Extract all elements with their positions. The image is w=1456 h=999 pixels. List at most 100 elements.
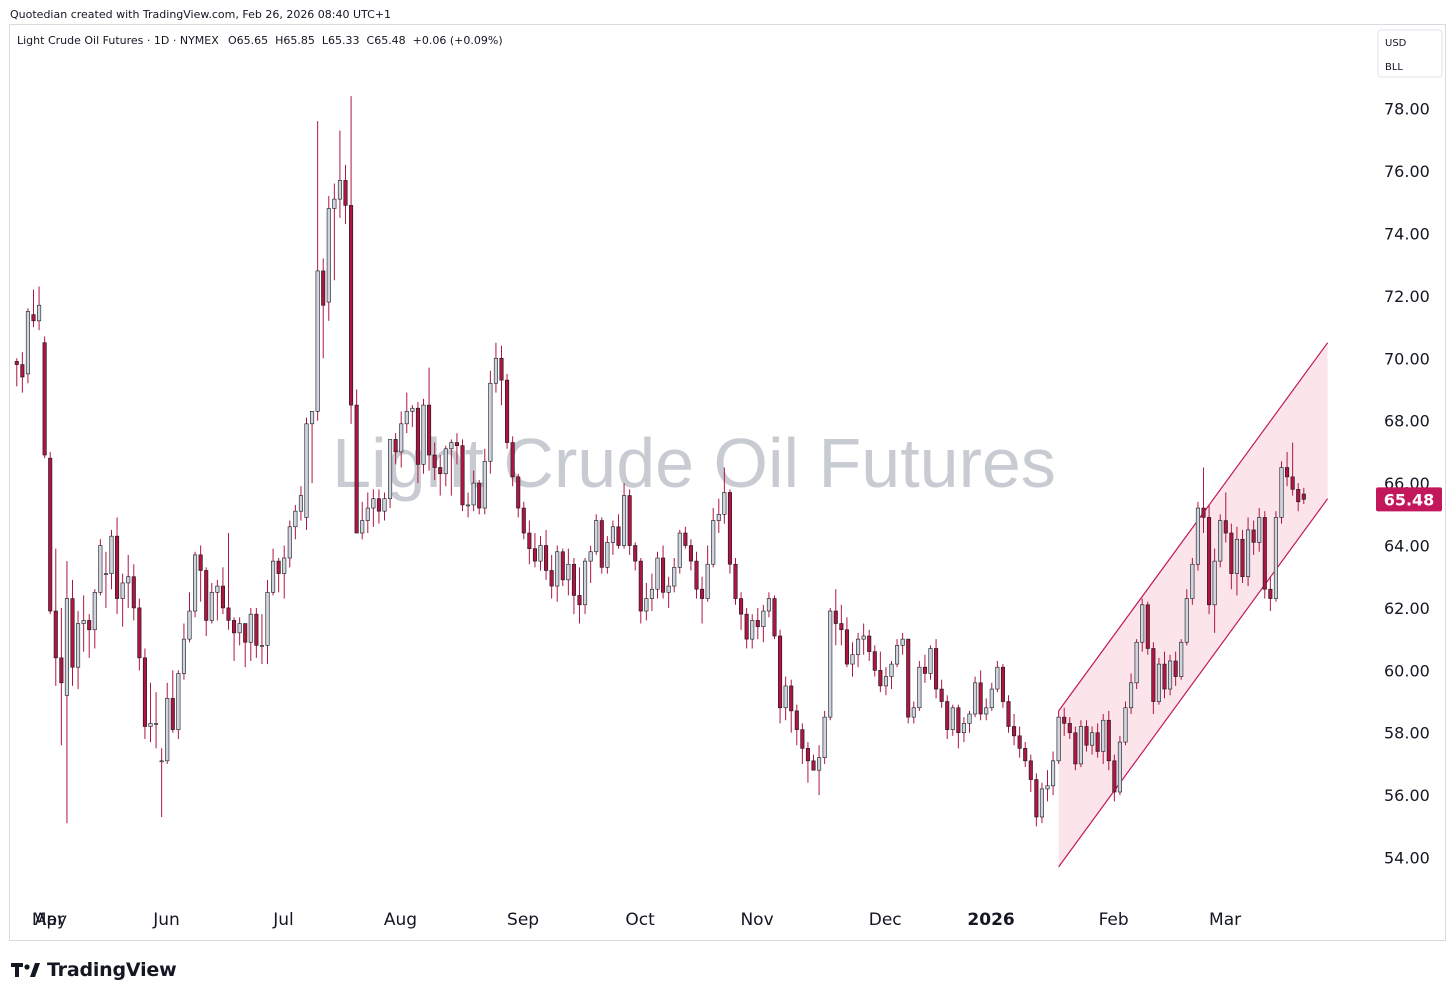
candle[interactable] [298,486,303,521]
candle[interactable] [477,479,482,515]
candle[interactable] [1190,557,1195,605]
candle[interactable] [661,545,666,599]
candle[interactable] [1273,511,1278,602]
candle[interactable] [126,554,131,608]
candle[interactable] [1212,548,1217,633]
candle[interactable] [1023,742,1028,768]
candle[interactable] [64,561,69,824]
candle[interactable] [98,539,103,596]
candle[interactable] [733,557,738,605]
candle[interactable] [967,710,972,733]
candle[interactable] [293,504,298,540]
candle[interactable] [989,682,994,711]
candle[interactable] [644,582,649,621]
candle[interactable] [488,370,493,474]
candle[interactable] [232,617,237,661]
candle[interactable] [1012,714,1017,746]
candle[interactable] [1028,754,1033,793]
candle[interactable] [259,614,264,665]
candle[interactable] [1268,576,1273,612]
candle[interactable] [25,308,30,384]
candle[interactable] [276,557,281,593]
candle[interactable] [1246,517,1251,587]
candle[interactable] [460,439,465,512]
candle[interactable] [1117,735,1122,796]
candle[interactable] [906,638,911,724]
candle[interactable] [1184,589,1189,646]
candle[interactable] [482,448,487,515]
candle[interactable] [215,579,220,621]
candle[interactable] [388,439,393,509]
candle[interactable] [789,679,794,733]
candle[interactable] [170,670,175,733]
candle[interactable] [365,492,370,534]
candle[interactable] [1285,451,1290,487]
candle[interactable] [766,592,771,618]
candle[interactable] [131,564,136,621]
candle[interactable] [1234,526,1239,596]
candle[interactable] [321,258,326,359]
candle[interactable] [739,592,744,630]
unit-box[interactable] [1377,29,1443,78]
candle[interactable] [115,517,120,615]
candle[interactable] [142,648,147,739]
candle[interactable] [1106,710,1111,771]
candle[interactable] [1168,654,1173,696]
candle[interactable] [282,545,287,599]
candle[interactable] [583,557,588,615]
candle[interactable] [889,660,894,690]
candle[interactable] [466,492,471,518]
candle[interactable] [1073,726,1078,771]
candle[interactable] [532,533,537,568]
candle[interactable] [516,473,521,518]
candle[interactable] [209,582,214,624]
candle[interactable] [761,604,766,643]
candle[interactable] [822,710,827,764]
candle[interactable] [1000,664,1005,708]
candle[interactable] [343,164,348,225]
candle[interactable] [833,589,838,646]
candle[interactable] [772,595,777,640]
candle[interactable] [549,554,554,599]
candle[interactable] [705,545,710,602]
candle[interactable] [265,579,270,665]
candle[interactable] [304,417,309,530]
candle[interactable] [1101,714,1106,764]
candle[interactable] [159,748,164,817]
candle[interactable] [1112,754,1117,802]
candle[interactable] [627,489,632,555]
candle[interactable] [1067,717,1072,739]
candle[interactable] [493,342,498,393]
trend-channel[interactable] [1058,342,1329,868]
candle[interactable] [950,704,955,736]
candle[interactable] [755,607,760,640]
candle[interactable] [360,501,365,540]
candle[interactable] [87,614,92,658]
candle[interactable] [1195,501,1200,571]
candle[interactable] [1006,695,1011,733]
candle[interactable] [59,607,64,746]
candle[interactable] [638,557,643,624]
candle[interactable] [220,567,225,615]
candle[interactable] [271,548,276,596]
candle[interactable] [922,654,927,683]
candle[interactable] [505,373,510,449]
candle[interactable] [527,520,532,565]
candle[interactable] [956,704,961,749]
candle[interactable] [332,183,337,281]
candle[interactable] [1201,467,1206,534]
candle[interactable] [1162,651,1167,699]
candle[interactable] [70,579,75,686]
candle[interactable] [1207,504,1212,615]
candle[interactable] [31,289,36,328]
candle[interactable] [694,551,699,599]
candle[interactable] [1296,483,1301,512]
candle[interactable] [148,682,153,743]
candle[interactable] [181,623,186,680]
candle[interactable] [794,704,799,746]
candle[interactable] [120,573,125,627]
candle[interactable] [399,411,404,468]
candle[interactable] [711,508,716,568]
candle[interactable] [538,536,543,571]
candle[interactable] [867,629,872,661]
